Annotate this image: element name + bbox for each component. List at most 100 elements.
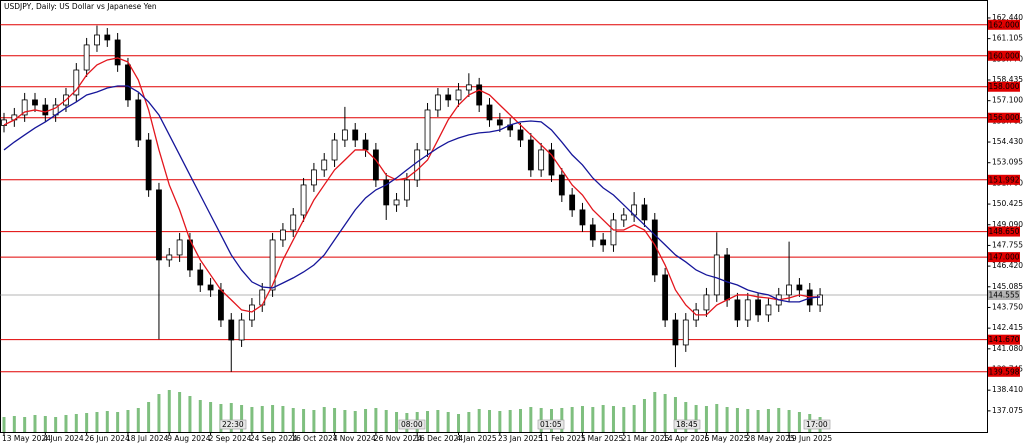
volume-bar bbox=[477, 409, 481, 432]
level-tag bbox=[988, 50, 1020, 61]
candle-body bbox=[238, 319, 245, 341]
candle-body bbox=[600, 239, 607, 246]
y-tick-label: 147.755 bbox=[992, 240, 1023, 249]
y-tick-label: 149.090 bbox=[992, 220, 1023, 229]
candle-body bbox=[817, 294, 823, 306]
y-tick-label: 137.075 bbox=[992, 406, 1023, 415]
candle-body bbox=[755, 299, 761, 316]
annotation-box bbox=[803, 419, 831, 430]
candle-body bbox=[32, 99, 38, 106]
x-tick-label: 28 May 2025 bbox=[746, 434, 795, 443]
volume-bar bbox=[64, 415, 68, 432]
volume-bar bbox=[209, 402, 213, 432]
level-label: 158.000 bbox=[988, 82, 1019, 91]
volume-bar bbox=[715, 404, 719, 432]
level-tag bbox=[988, 81, 1020, 92]
volume-bar bbox=[426, 411, 430, 432]
volume-bar bbox=[343, 410, 347, 432]
candle-body bbox=[786, 284, 792, 296]
x-tick-label: 26 Jun 2024 bbox=[85, 434, 130, 443]
level-label: 139.598 bbox=[988, 367, 1019, 376]
candle-body bbox=[218, 289, 224, 321]
volume-bar bbox=[74, 414, 78, 432]
level-tag bbox=[988, 174, 1020, 185]
chart-title: USDJPY, Daily: US Dollar vs Japanese Yen bbox=[4, 2, 157, 11]
y-tick-label: 142.415 bbox=[992, 323, 1023, 332]
candle-body bbox=[724, 254, 730, 301]
x-tick-label: 23 Jan 2025 bbox=[498, 434, 543, 443]
candle-body bbox=[445, 94, 452, 101]
x-tick-label: 6 May 2025 bbox=[704, 434, 748, 443]
candle-body bbox=[672, 319, 679, 346]
candle-body bbox=[352, 129, 359, 141]
x-tick-label: 21 Mar 2025 bbox=[622, 434, 670, 443]
candle-body bbox=[280, 229, 286, 241]
candle-body bbox=[465, 84, 472, 91]
volume-bar bbox=[167, 390, 171, 432]
volume-bar bbox=[157, 394, 161, 432]
x-tick-label: 4 Jun 2024 bbox=[43, 434, 84, 443]
candle-body bbox=[372, 149, 379, 181]
candle-body bbox=[383, 179, 390, 206]
level-tag bbox=[988, 366, 1020, 377]
candle-body bbox=[455, 89, 462, 101]
ma-line bbox=[3, 57, 821, 316]
y-tick-label: 158.435 bbox=[992, 75, 1023, 84]
level-tag bbox=[988, 334, 1020, 345]
candle-body bbox=[434, 94, 441, 111]
candle-body bbox=[703, 294, 710, 311]
volume-bar bbox=[622, 407, 626, 432]
candle-body bbox=[579, 209, 586, 226]
candle-body bbox=[538, 149, 545, 171]
x-tick-label: 16 Dec 2024 bbox=[415, 434, 463, 443]
candle-body bbox=[393, 199, 400, 206]
volume-bar bbox=[446, 412, 450, 432]
y-tick-label: 146.420 bbox=[992, 261, 1023, 270]
level-label: 151.992 bbox=[988, 175, 1019, 184]
volume-bar bbox=[281, 406, 285, 432]
level-tag bbox=[988, 252, 1020, 263]
candle-body bbox=[145, 139, 152, 191]
y-tick-label: 154.430 bbox=[992, 137, 1023, 146]
candle-body bbox=[300, 184, 307, 216]
candle-body bbox=[682, 319, 689, 346]
volume-bar bbox=[33, 415, 37, 432]
volume-bar bbox=[488, 410, 492, 432]
candle-body bbox=[104, 34, 111, 41]
y-tick-label: 145.085 bbox=[992, 282, 1023, 291]
volume-bar bbox=[353, 411, 357, 432]
volume-bar bbox=[43, 416, 47, 432]
candle-body bbox=[94, 34, 100, 46]
annotation-label: 22:30 bbox=[222, 420, 244, 429]
y-tick-label: 141.080 bbox=[992, 344, 1023, 353]
candle-body bbox=[403, 179, 410, 201]
volume-bar bbox=[436, 410, 440, 432]
annotation-box bbox=[537, 419, 565, 430]
x-tick-label: 26 Nov 2024 bbox=[374, 434, 422, 443]
volume-bar bbox=[2, 417, 6, 432]
volume-bar bbox=[777, 408, 781, 432]
candle-body bbox=[527, 139, 534, 171]
annotation-label: 17:00 bbox=[806, 420, 828, 429]
candle-body bbox=[610, 219, 617, 246]
x-tick-label: 19 Jun 2025 bbox=[787, 434, 832, 443]
candle-body bbox=[83, 44, 90, 71]
level-label: 156.000 bbox=[988, 113, 1019, 122]
x-tick-label: 24 Sep 2024 bbox=[250, 434, 298, 443]
plot-layer: 22:30 08:00 01:05 18:45 17:00 bbox=[0, 24, 988, 432]
candle-body bbox=[341, 129, 348, 141]
y-tick-label: 161.105 bbox=[992, 34, 1023, 43]
volume-bar bbox=[23, 417, 27, 432]
volume-bar bbox=[694, 405, 698, 432]
candle-body bbox=[197, 269, 204, 286]
volume-bar bbox=[260, 406, 264, 432]
volume-bar bbox=[457, 414, 461, 432]
level-label: 162.000 bbox=[988, 20, 1019, 29]
level-label: 160.000 bbox=[988, 51, 1019, 60]
x-tick-label: 16 Oct 2024 bbox=[291, 434, 338, 443]
x-tick-label: 11 Feb 2025 bbox=[539, 434, 586, 443]
volume-bar bbox=[746, 409, 750, 432]
candle-body bbox=[42, 104, 49, 116]
annotation-box bbox=[673, 419, 701, 430]
